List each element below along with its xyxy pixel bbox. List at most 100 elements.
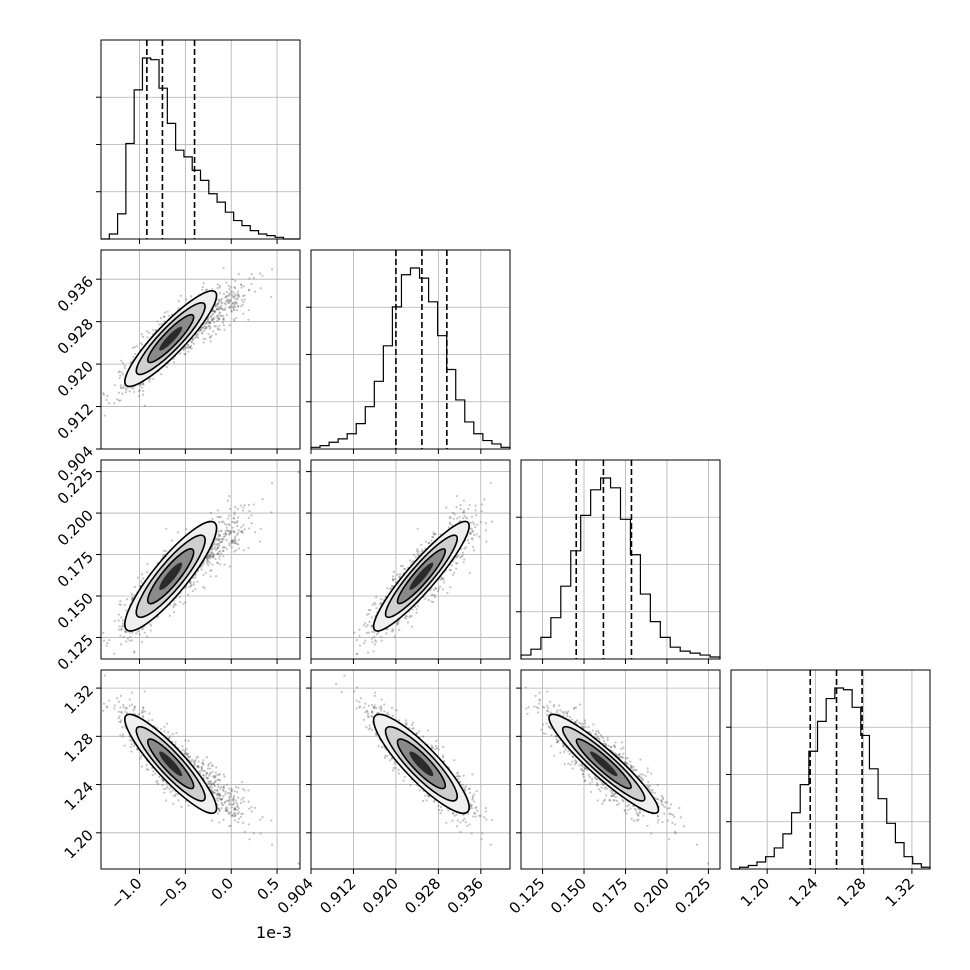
sample-point	[380, 598, 383, 601]
sample-point	[220, 540, 223, 543]
sample-point	[174, 603, 177, 607]
sample-point	[103, 414, 106, 417]
sample-point	[222, 546, 226, 549]
sample-point	[250, 514, 253, 517]
sample-point	[226, 517, 229, 520]
sample-point	[173, 602, 176, 605]
sample-point	[365, 625, 368, 628]
sample-point	[217, 516, 221, 519]
sample-point	[449, 516, 452, 519]
sample-point	[237, 547, 241, 550]
sample-point	[236, 298, 239, 301]
sample-point	[116, 662, 118, 664]
sample-point	[433, 532, 436, 536]
sample-point	[218, 563, 222, 566]
sample-point	[187, 346, 190, 350]
sample-point	[125, 630, 128, 634]
sample-point	[228, 524, 231, 527]
sample-point	[121, 726, 124, 729]
sample-point	[126, 637, 130, 640]
sample-point	[203, 587, 206, 590]
sample-point	[206, 562, 209, 565]
sample-point	[416, 527, 419, 530]
sample-point	[393, 578, 397, 581]
sample-point	[120, 711, 123, 714]
sample-point	[236, 519, 239, 523]
sample-point	[172, 605, 175, 609]
sample-point	[229, 286, 232, 289]
sample-point	[213, 784, 217, 788]
sample-point	[118, 625, 121, 628]
sample-point	[228, 306, 231, 310]
sample-point	[165, 722, 169, 725]
sample-point	[237, 531, 240, 535]
sample-point	[119, 386, 122, 389]
sample-point	[211, 319, 214, 322]
sample-point	[380, 639, 383, 642]
sample-point	[165, 549, 168, 553]
sample-point	[177, 307, 180, 310]
sample-point	[392, 629, 395, 632]
sample-point	[122, 384, 125, 387]
sample-point	[356, 653, 359, 656]
sample-point	[149, 629, 152, 632]
sample-point	[207, 325, 210, 328]
sample-point	[149, 377, 152, 380]
panel-frame	[100, 39, 301, 240]
sample-point	[375, 607, 378, 610]
panel-1-1	[306, 249, 511, 454]
sample-point	[211, 288, 214, 291]
sample-point	[188, 346, 191, 349]
sample-point	[113, 384, 116, 387]
sample-point	[218, 521, 221, 524]
sample-point	[390, 584, 394, 588]
sample-point	[189, 344, 193, 347]
sample-point	[252, 832, 255, 835]
sample-point	[241, 294, 245, 298]
sample-point	[164, 799, 168, 802]
sample-point	[133, 651, 136, 654]
sample-point	[201, 326, 204, 329]
sample-point	[463, 547, 466, 550]
sample-point	[386, 627, 389, 631]
sample-point	[130, 592, 133, 595]
sample-point	[188, 585, 191, 589]
sample-point	[432, 531, 435, 534]
sample-point	[193, 762, 196, 765]
sample-point	[119, 603, 122, 606]
histogram-1	[310, 267, 511, 449]
sample-point	[219, 311, 222, 314]
sample-point	[216, 546, 220, 549]
sample-point	[237, 529, 240, 532]
contour-3	[409, 562, 434, 590]
sample-point	[226, 301, 229, 304]
sample-point	[189, 295, 193, 298]
sample-point	[417, 550, 420, 553]
sample-point	[250, 282, 253, 285]
sample-point	[439, 578, 442, 581]
sample-point	[404, 568, 407, 571]
sample-point	[236, 309, 239, 312]
sample-point	[117, 628, 121, 631]
sample-point	[484, 521, 488, 525]
sample-point	[459, 507, 462, 511]
sample-point	[103, 674, 106, 677]
sample-point	[212, 321, 216, 324]
sample-point	[145, 571, 149, 574]
sample-point	[120, 387, 123, 390]
sample-point	[218, 554, 221, 558]
sample-point	[160, 322, 163, 326]
sample-point	[461, 517, 465, 520]
sample-point	[211, 563, 214, 566]
sample-point	[194, 336, 197, 339]
sample-point	[242, 524, 245, 527]
sample-point	[123, 603, 126, 607]
sample-point	[231, 295, 234, 298]
sample-point	[210, 548, 213, 551]
sample-point	[190, 340, 193, 343]
sample-point	[234, 305, 237, 309]
sample-point	[225, 523, 228, 526]
sample-point	[461, 551, 464, 554]
sample-point	[213, 310, 217, 313]
